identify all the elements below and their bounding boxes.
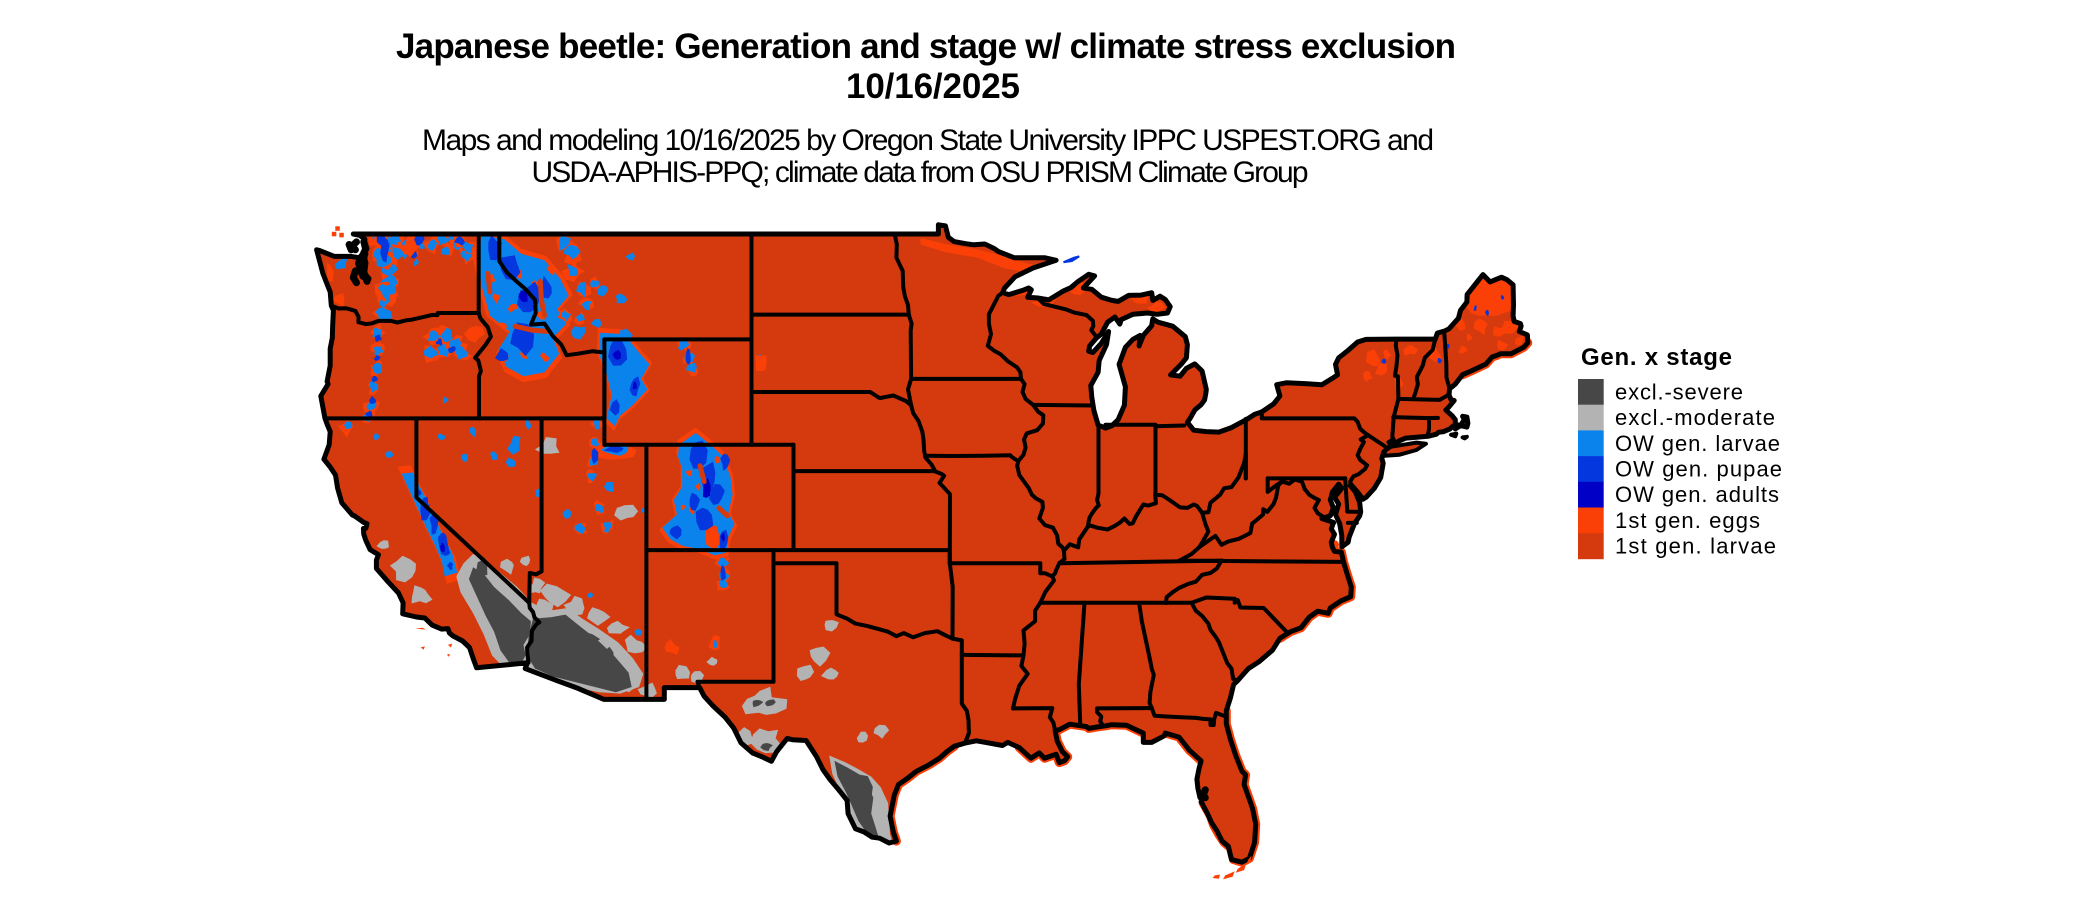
svg-text:USDA-APHIS-PPQ; climate data f: USDA-APHIS-PPQ; climate data from OSU PR… — [532, 156, 1309, 189]
svg-text:Japanese beetle: Generation an: Japanese beetle: Generation and stage w/… — [396, 27, 1456, 66]
svg-text:Gen. x stage: Gen. x stage — [1581, 344, 1732, 371]
svg-text:excl.-severe: excl.-severe — [1615, 379, 1743, 404]
svg-text:OW gen. pupae: OW gen. pupae — [1615, 457, 1782, 482]
svg-text:OW gen. adults: OW gen. adults — [1615, 482, 1779, 507]
svg-text:10/16/2025: 10/16/2025 — [846, 67, 1020, 106]
svg-text:excl.-moderate: excl.-moderate — [1615, 405, 1775, 430]
svg-text:1st gen. larvae: 1st gen. larvae — [1615, 534, 1776, 559]
svg-text:Maps and modeling 10/16/2025 b: Maps and modeling 10/16/2025 by Oregon S… — [422, 124, 1434, 157]
svg-text:1st gen. eggs: 1st gen. eggs — [1615, 508, 1760, 533]
svg-text:OW gen. larvae: OW gen. larvae — [1615, 431, 1780, 456]
